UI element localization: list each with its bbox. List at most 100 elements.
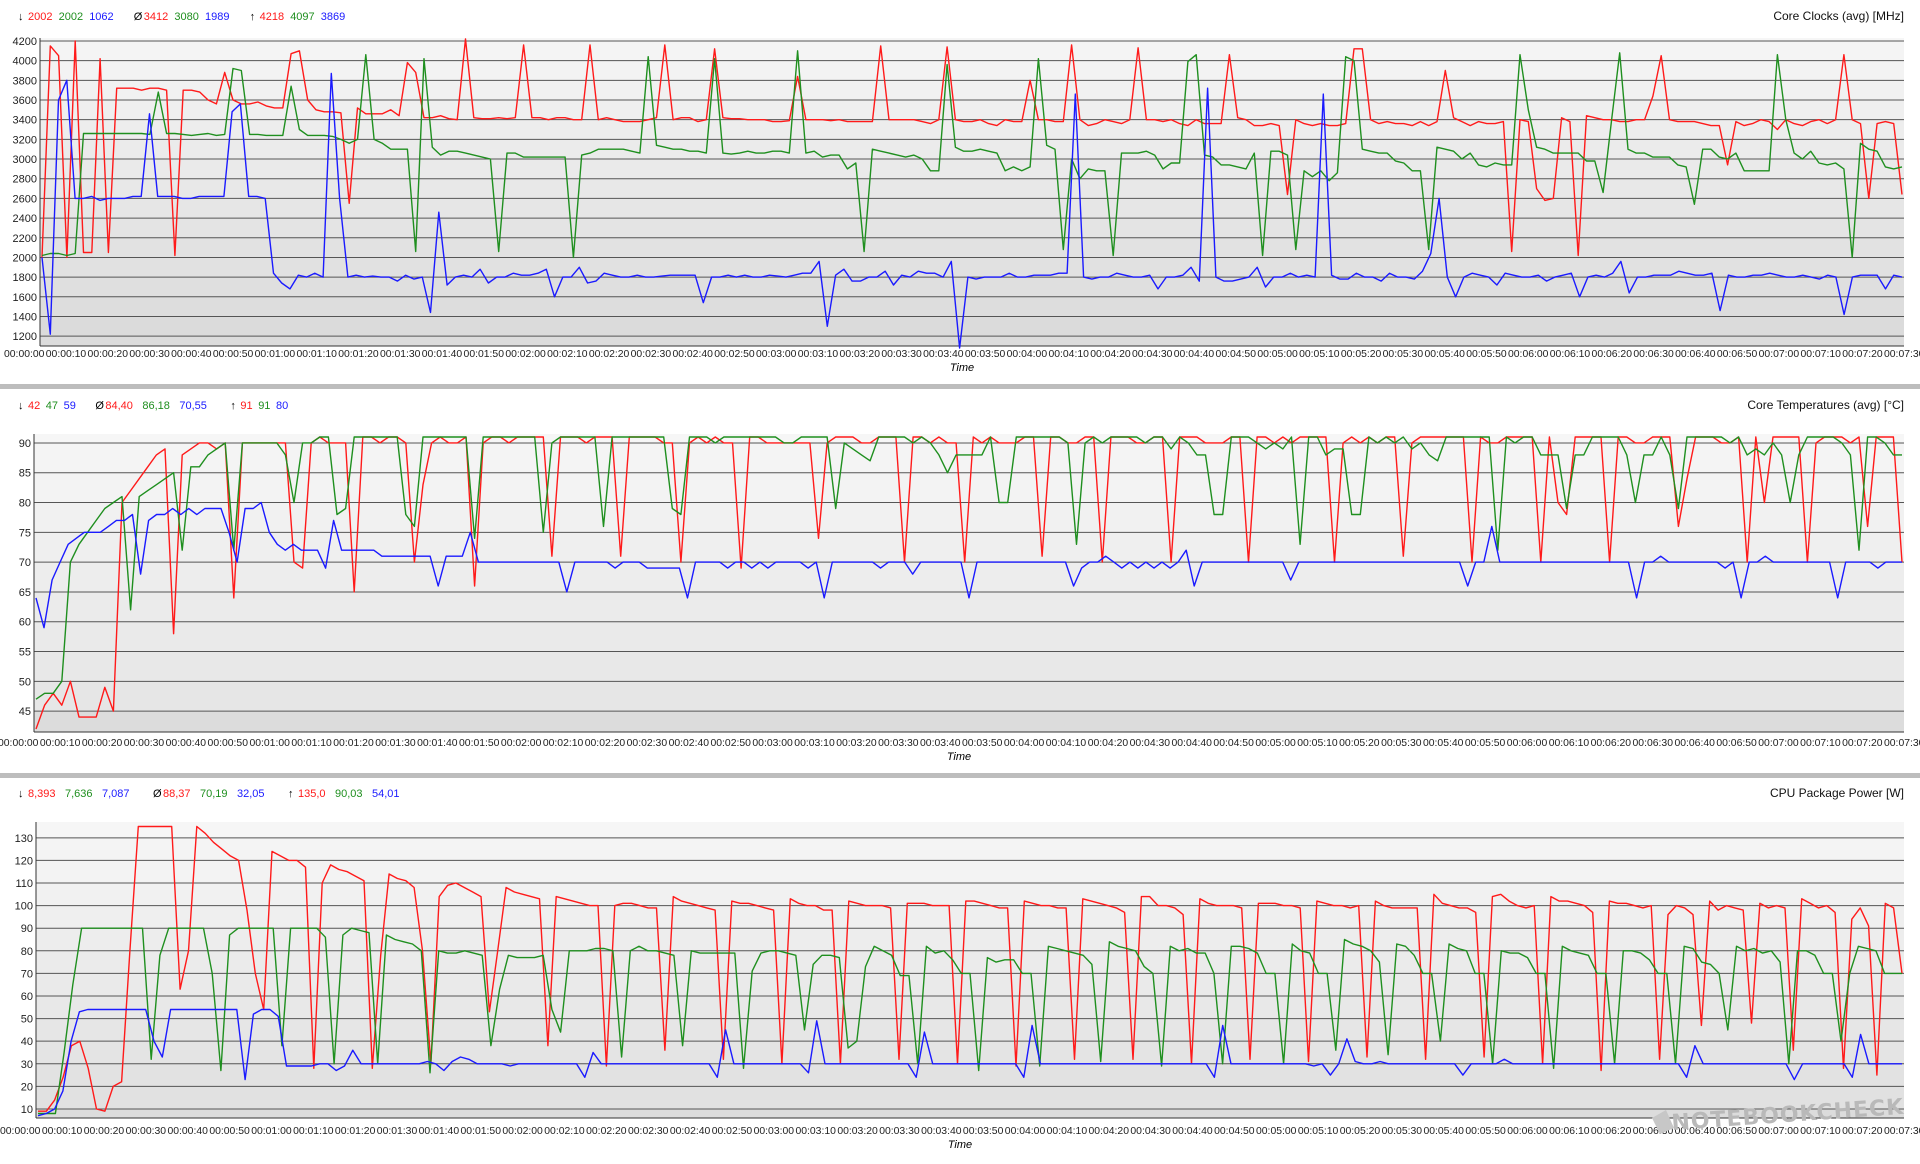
y-tick-label: 1600 — [13, 292, 37, 304]
x-tick-label: 00:01:20 — [335, 1126, 376, 1137]
x-tick-label: 00:02:30 — [628, 1126, 669, 1137]
plot-band — [36, 860, 1904, 884]
x-tick-label: 00:00:00 — [0, 738, 39, 749]
stat-max-value: 91 — [258, 400, 270, 412]
x-tick-label: 00:01:10 — [296, 349, 337, 360]
plot-band — [40, 218, 1904, 238]
x-tick-label: 00:00:50 — [213, 349, 254, 360]
watermark-check-icon — [1652, 1110, 1674, 1134]
x-tick-label: 00:06:20 — [1591, 738, 1632, 749]
x-tick-label: 00:05:50 — [1465, 1126, 1506, 1137]
x-tick-label: 00:02:20 — [589, 349, 630, 360]
y-tick-label: 30 — [21, 1059, 33, 1071]
stat-max-symbol: ↑ — [288, 788, 294, 800]
plot-band — [36, 1041, 1904, 1064]
series-line-blue — [37, 1008, 1902, 1117]
x-tick-label: 00:02:10 — [547, 349, 588, 360]
x-tick-label: 00:03:50 — [965, 349, 1006, 360]
x-tick-label: 00:00:20 — [82, 738, 123, 749]
x-tick-label: 00:04:20 — [1089, 1126, 1130, 1137]
x-tick-label: 00:04:00 — [1004, 738, 1045, 749]
x-tick-label: 00:05:40 — [1423, 738, 1464, 749]
x-tick-label: 00:03:20 — [836, 738, 877, 749]
x-tick-label: 00:03:00 — [754, 1126, 795, 1137]
x-tick-label: 00:05:10 — [1299, 349, 1340, 360]
y-tick-label: 130 — [15, 833, 33, 845]
x-tick-label: 00:00:50 — [209, 1126, 250, 1137]
y-tick-label: 50 — [19, 676, 31, 688]
y-tick-label: 65 — [19, 587, 31, 599]
plot-band — [34, 621, 1904, 652]
x-tick-label: 00:07:30 — [1884, 738, 1920, 749]
x-tick-label: 00:06:50 — [1717, 1126, 1758, 1137]
y-tick-label: 3200 — [13, 134, 37, 146]
y-tick-label: 10 — [21, 1104, 33, 1116]
x-tick-label: 00:07:10 — [1800, 1126, 1841, 1137]
x-tick-label: 00:06:30 — [1633, 349, 1674, 360]
x-tick-label: 00:01:00 — [251, 1126, 292, 1137]
x-tick-label: 00:06:10 — [1550, 349, 1591, 360]
x-tick-label: 00:07:20 — [1842, 738, 1883, 749]
x-tick-label: 00:00:40 — [166, 738, 207, 749]
x-axis-label: Time — [948, 1139, 972, 1151]
stat-min-symbol: ↓ — [18, 11, 24, 23]
y-tick-label: 2200 — [13, 233, 37, 245]
x-tick-label: 00:00:40 — [167, 1126, 208, 1137]
x-tick-label: 00:03:10 — [794, 738, 835, 749]
plot-band — [40, 159, 1904, 179]
plot-band — [40, 139, 1904, 160]
y-tick-label: 2600 — [13, 193, 37, 205]
y-tick-label: 3400 — [13, 115, 37, 127]
stat-max-value: 91 — [240, 400, 252, 412]
x-tick-label: 00:06:40 — [1675, 1126, 1716, 1137]
x-tick-label: 00:07:10 — [1800, 738, 1841, 749]
stat-min-symbol: ↓ — [18, 788, 24, 800]
x-tick-label: 00:04:50 — [1213, 738, 1254, 749]
stat-min-value: 7,087 — [102, 788, 130, 800]
x-tick-label: 00:07:20 — [1842, 1126, 1883, 1137]
x-tick-label: 00:04:10 — [1046, 738, 1087, 749]
y-tick-label: 1400 — [13, 311, 37, 323]
x-tick-label: 00:00:10 — [40, 738, 81, 749]
plot-band — [36, 837, 1904, 861]
x-tick-label: 00:00:40 — [171, 349, 212, 360]
y-tick-label: 20 — [21, 1081, 33, 1093]
series-line-green — [38, 927, 1902, 1115]
series-line-red — [35, 436, 1903, 730]
x-tick-label: 00:00:00 — [0, 1126, 41, 1137]
x-tick-label: 00:04:50 — [1216, 349, 1257, 360]
x-tick-label: 00:03:20 — [837, 1126, 878, 1137]
x-tick-label: 00:06:00 — [1508, 349, 1549, 360]
y-tick-label: 50 — [21, 1014, 33, 1026]
x-tick-label: 00:01:30 — [377, 1126, 418, 1137]
stat-min-value: 47 — [46, 400, 58, 412]
y-tick-label: 3600 — [13, 95, 37, 107]
chart-title: Core Temperatures (avg) [°C] — [1747, 398, 1904, 412]
x-tick-label: 00:03:10 — [798, 349, 839, 360]
y-tick-label: 3800 — [13, 75, 37, 87]
x-tick-label: 00:04:30 — [1130, 738, 1171, 749]
x-tick-label: 00:05:50 — [1466, 349, 1507, 360]
stat-min-value: 7,636 — [65, 788, 93, 800]
x-tick-label: 00:06:30 — [1633, 738, 1674, 749]
x-tick-label: 00:04:10 — [1047, 1126, 1088, 1137]
stat-avg-value: 3080 — [174, 11, 198, 23]
x-tick-label: 00:02:50 — [712, 1126, 753, 1137]
stat-avg-symbol: Ø — [95, 400, 104, 412]
stat-max-symbol: ↑ — [230, 400, 236, 412]
x-tick-label: 00:04:10 — [1048, 349, 1089, 360]
stat-avg-symbol: Ø — [153, 788, 162, 800]
stat-avg-value: 70,19 — [200, 788, 228, 800]
x-tick-label: 00:04:40 — [1172, 1126, 1213, 1137]
x-axis-label: Time — [950, 362, 974, 374]
panel-separator — [0, 773, 1920, 778]
y-tick-label: 4200 — [13, 36, 37, 48]
plot-band — [36, 1063, 1904, 1087]
chart-title: Core Clocks (avg) [MHz] — [1773, 9, 1904, 23]
plot-band — [40, 257, 1904, 278]
plot-band — [40, 237, 1904, 258]
x-tick-label: 00:02:50 — [714, 349, 755, 360]
x-tick-label: 00:01:40 — [417, 738, 458, 749]
stat-min-value: 2002 — [28, 11, 52, 23]
x-tick-label: 00:06:40 — [1675, 349, 1716, 360]
